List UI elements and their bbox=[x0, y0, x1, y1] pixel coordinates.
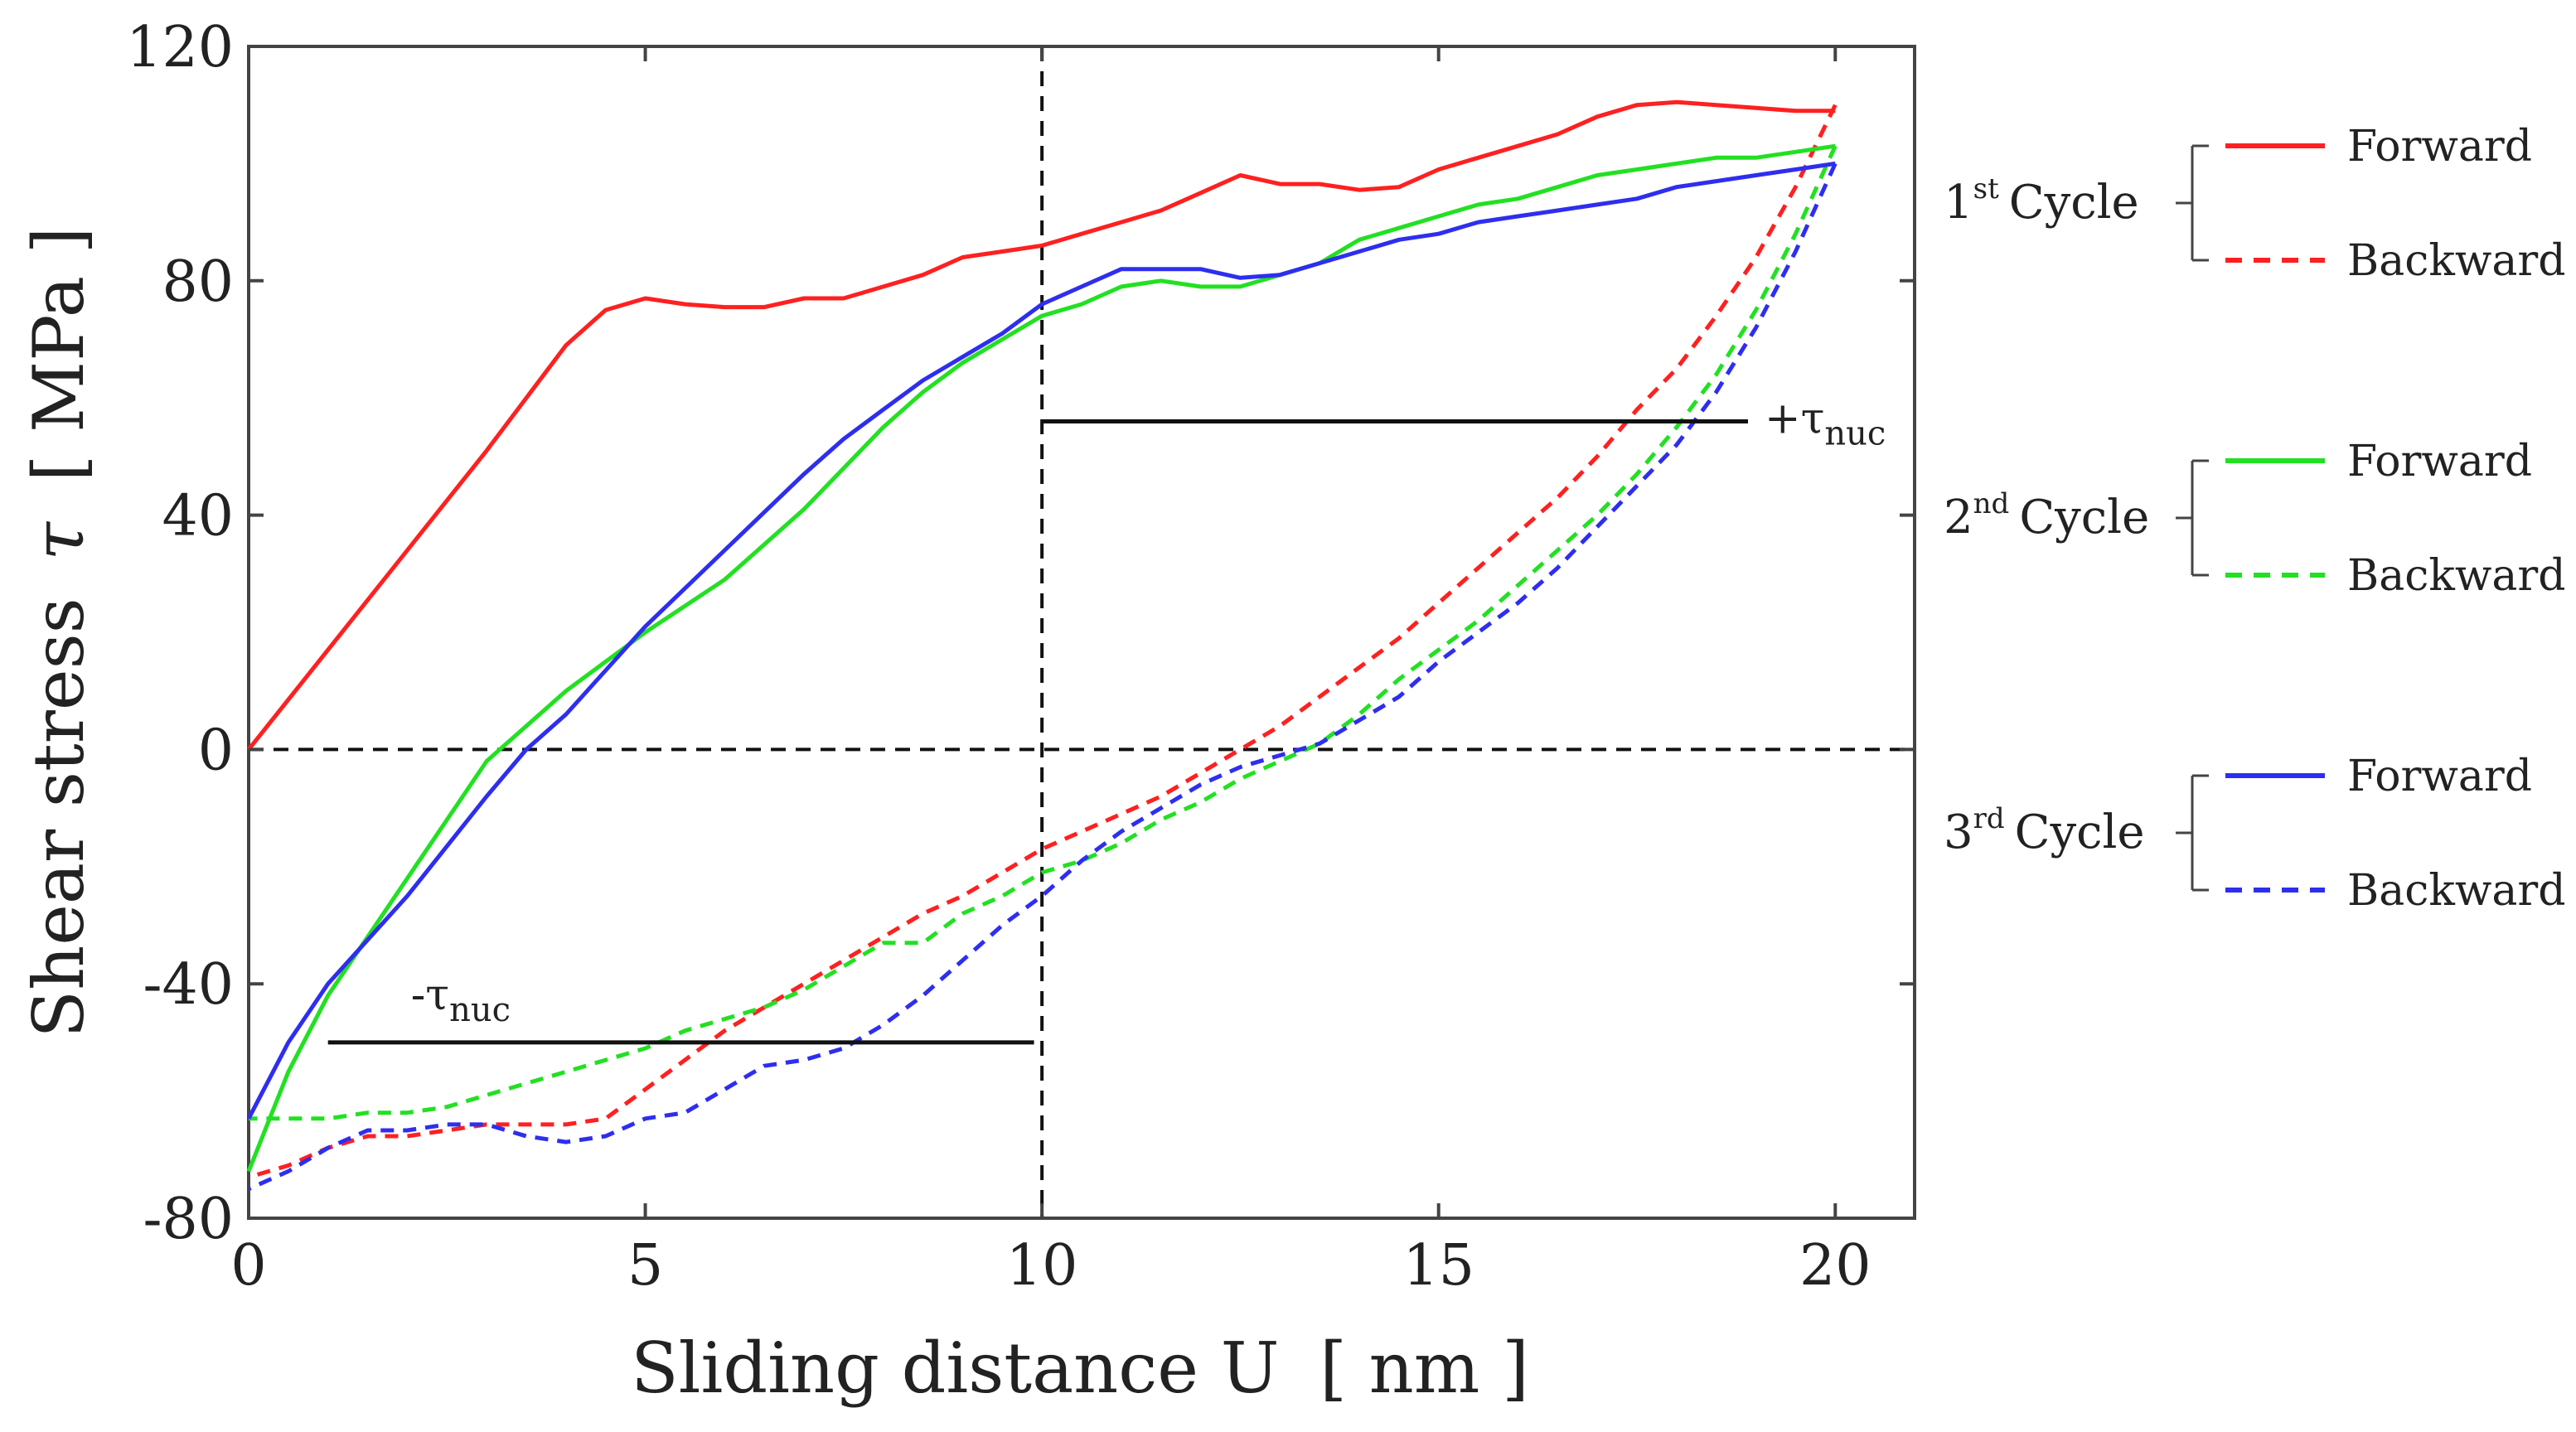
legend-entry-forward: Forward bbox=[2347, 752, 2532, 801]
y-tick-label: -40 bbox=[143, 952, 234, 1018]
legend-bracket bbox=[2176, 459, 2209, 577]
legend-cycle-label: 2nd Cycle bbox=[1944, 487, 2149, 544]
x-tick-label: 0 bbox=[230, 1233, 266, 1299]
legend-entry-backward: Backward bbox=[2347, 236, 2566, 286]
legend-bracket bbox=[2176, 144, 2209, 262]
x-tick-label: 20 bbox=[1799, 1233, 1871, 1299]
y-tick-label: 120 bbox=[126, 15, 234, 80]
plus-tau-nuc-label: +τnuc bbox=[1765, 394, 1886, 452]
legend-entry-backward: Backward bbox=[2347, 866, 2566, 916]
y-axis-label: Shear stress τ [ MPa ] bbox=[18, 227, 99, 1038]
annotations: +τnuc -τnuc bbox=[327, 394, 1886, 1045]
series-1st-cycle-forward bbox=[247, 99, 1836, 751]
x-tick-label: 15 bbox=[1402, 1233, 1474, 1299]
legend-group-1: 1st Cycle Forward Backward bbox=[1944, 122, 2566, 286]
legend-cycle-label: 3rd Cycle bbox=[1944, 802, 2145, 859]
legend-bracket bbox=[2176, 774, 2209, 892]
series-2nd-cycle-backward bbox=[249, 145, 1838, 1121]
legend-entry-backward: Backward bbox=[2347, 551, 2566, 601]
y-tick-label: 40 bbox=[162, 484, 234, 549]
series-2nd-cycle-forward bbox=[246, 143, 1836, 1173]
series-layer bbox=[246, 99, 1838, 1191]
y-axis-label-main: Shear stress bbox=[18, 597, 99, 1038]
y-tick-label: 80 bbox=[162, 249, 234, 315]
x-axis-label-main: Sliding distance U bbox=[631, 1328, 1279, 1409]
legend-group-2: 2nd Cycle Forward Backward bbox=[1944, 437, 2566, 601]
legend: 1st Cycle Forward Backward 2nd Cycle Forward Ba… bbox=[1944, 122, 2566, 916]
y-tick-label: -80 bbox=[143, 1187, 234, 1252]
y-axis-label-unit: [ MPa ] bbox=[18, 227, 99, 482]
x-axis-label-unit: [ nm ] bbox=[1319, 1328, 1529, 1409]
x-axis-label: Sliding distance U [ nm ] bbox=[631, 1328, 1529, 1409]
x-tick-label: 5 bbox=[627, 1233, 663, 1299]
legend-entry-forward: Forward bbox=[2347, 437, 2532, 486]
y-axis-label-symbol: τ bbox=[18, 521, 99, 561]
x-tick-label: 10 bbox=[1006, 1233, 1078, 1299]
series-3rd-cycle-forward bbox=[246, 161, 1836, 1120]
axis-ticks: 0 5 10 15 20 -80 -40 0 40 80 120 bbox=[126, 15, 1915, 1299]
legend-cycle-label: 1st Cycle bbox=[1944, 172, 2139, 230]
y-tick-label: 0 bbox=[198, 718, 234, 783]
legend-group-3: 3rd Cycle Forward Backward bbox=[1944, 752, 2566, 916]
plot-frame bbox=[247, 45, 1916, 1220]
minus-tau-nuc-label: -τnuc bbox=[411, 970, 511, 1029]
legend-entry-forward: Forward bbox=[2347, 122, 2532, 172]
series-3rd-cycle-backward bbox=[247, 162, 1838, 1191]
